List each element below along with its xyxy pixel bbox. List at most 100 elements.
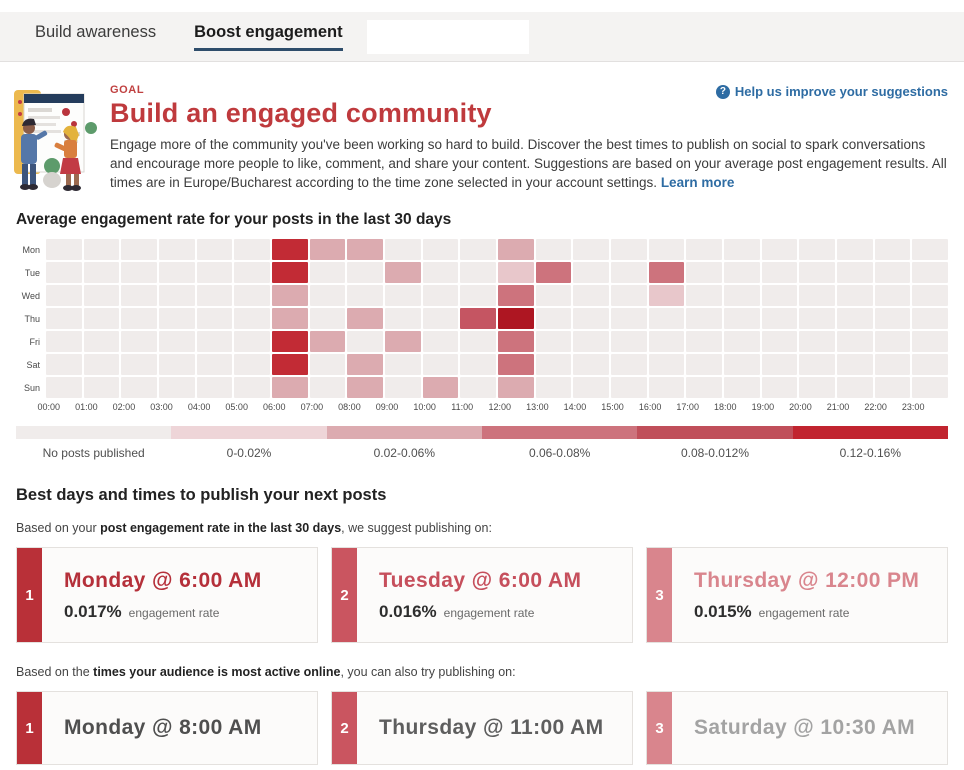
heatmap-cell-sun-23:00 <box>912 377 948 398</box>
heatmap-cell-sun-11:00 <box>460 377 496 398</box>
heatmap-cell-mon-07:00 <box>309 239 346 260</box>
heatmap-cell-sat-21:00 <box>837 354 873 375</box>
heatmap-cell-thu-14:00 <box>573 308 609 329</box>
legend-segment-2 <box>326 426 482 439</box>
heatmap-cell-thu-17:00 <box>686 308 722 329</box>
heatmap-cell-tue-18:00 <box>724 262 760 283</box>
heatmap-cell-sun-20:00 <box>799 377 835 398</box>
engagement-rate-label: engagement rate <box>128 605 220 620</box>
heatmap-hour-label-20:00: 20:00 <box>789 402 812 412</box>
audience-intro-suffix: , you can also try publishing on: <box>340 665 516 679</box>
heatmap-cell-thu-04:00 <box>196 308 233 329</box>
goal-description: Engage more of the community you've been… <box>110 135 948 192</box>
learn-more-link[interactable]: Learn more <box>660 175 735 191</box>
heatmap-cell-fri-01:00 <box>83 331 120 352</box>
tab-build-awareness[interactable]: Build awareness <box>35 22 157 41</box>
heatmap-hour-label-10:00: 10:00 <box>413 402 436 412</box>
heatmap-cell-fri-13:00 <box>535 331 572 352</box>
tab-boost-engagement[interactable]: Boost engagement <box>194 23 343 51</box>
engagement-rate-line: 0.017% engagement rate <box>64 602 295 622</box>
legend-label-4: 0.08-0.012% <box>680 446 749 460</box>
heatmap-day-label-wed: Wed <box>21 290 40 301</box>
suggestion-card-rank-2: 2 Tuesday @ 6:00 AM 0.016% engagement rate <box>331 547 633 643</box>
heatmap-cell-sat-18:00 <box>724 354 760 375</box>
audience-intro: Based on the times your audience is most… <box>16 665 948 679</box>
heatmap-hour-label-04:00: 04:00 <box>187 402 211 412</box>
heatmap-cell-tue-02:00 <box>121 262 157 283</box>
heatmap-cell-sun-03:00 <box>159 377 195 398</box>
heatmap-cell-thu-06:00 <box>272 308 308 329</box>
rank-badge: 2 <box>332 548 357 642</box>
heatmap-cell-fri-06:00 <box>272 331 308 352</box>
heatmap-cell-mon-05:00 <box>234 239 270 260</box>
engagement-rate-value: 0.015% <box>694 601 752 621</box>
heatmap-hour-label-06:00: 06:00 <box>263 402 286 412</box>
heatmap-cell-sat-04:00 <box>196 354 233 375</box>
heatmap-cell-sat-22:00 <box>874 354 911 375</box>
heatmap-cell-sun-04:00 <box>196 377 233 398</box>
heatmap-cell-mon-16:00 <box>648 239 685 260</box>
heatmap-cell-mon-10:00 <box>422 239 459 260</box>
heatmap-cell-sat-06:00 <box>272 354 308 375</box>
suggestion-card-body: Monday @ 6:00 AM 0.017% engagement rate <box>42 548 317 642</box>
heatmap-cell-sat-12:00 <box>498 354 534 375</box>
heatmap-hour-label-09:00: 09:00 <box>375 402 399 412</box>
heatmap-cell-sun-07:00 <box>309 377 346 398</box>
heatmap-cell-thu-21:00 <box>837 308 873 329</box>
heatmap-hour-label-13:00: 13:00 <box>526 402 549 412</box>
heatmap-cell-tue-00:00 <box>46 262 82 283</box>
heatmap-cell-wed-14:00 <box>573 285 609 306</box>
heatmap-hour-label-17:00: 17:00 <box>676 402 699 412</box>
heatmap-cell-wed-19:00 <box>761 285 798 306</box>
heatmap-cell-thu-09:00 <box>385 308 421 329</box>
heatmap-cell-sun-08:00 <box>347 377 383 398</box>
question-circle-icon: ? <box>715 84 730 99</box>
engagement-rate-label: engagement rate <box>443 605 535 620</box>
heatmap-cell-sat-10:00 <box>422 354 459 375</box>
suggestion-card-title: Monday @ 6:00 AM <box>64 568 262 592</box>
help-improve-label: Help us improve your suggestions <box>734 84 948 99</box>
heatmap-cell-fri-18:00 <box>724 331 760 352</box>
heatmap-cell-fri-22:00 <box>874 331 911 352</box>
heatmap-cell-sun-17:00 <box>686 377 722 398</box>
heatmap-cell-thu-22:00 <box>874 308 911 329</box>
heatmap-cell-mon-00:00 <box>46 239 82 260</box>
legend-label-0: No posts published <box>42 446 145 460</box>
heatmap-cell-mon-21:00 <box>837 239 873 260</box>
heatmap-cell-sat-01:00 <box>83 354 120 375</box>
heatmap-cell-tue-03:00 <box>159 262 195 283</box>
engagement-heatmap: Mon Tue Wed Thu Fri Sat Sun <box>0 239 964 398</box>
suggestion-card-body: Tuesday @ 6:00 AM 0.016% engagement rate <box>357 548 632 642</box>
engagement-rate-line: 0.016% engagement rate <box>379 602 610 622</box>
heatmap-cell-sun-01:00 <box>83 377 120 398</box>
suggestions-section: Best days and times to publish your next… <box>0 460 964 765</box>
heatmap-cell-tue-10:00 <box>422 262 459 283</box>
heatmap-cell-sun-10:00 <box>422 377 459 398</box>
heatmap-cell-fri-10:00 <box>422 331 459 352</box>
tab-blank-placeholder <box>366 19 529 54</box>
help-improve-link[interactable]: ? Help us improve your suggestions <box>715 84 948 99</box>
legend-segment-3 <box>481 426 638 439</box>
heatmap-cell-wed-22:00 <box>874 285 911 306</box>
heatmap-cell-fri-21:00 <box>837 331 873 352</box>
heatmap-cell-thu-16:00 <box>648 308 685 329</box>
rank-badge: 1 <box>17 548 42 642</box>
heatmap-cell-thu-11:00 <box>460 308 496 329</box>
heatmap-hour-label-23:00: 23:00 <box>901 402 925 412</box>
suggestion-card-title: Tuesday @ 6:00 AM <box>379 568 582 592</box>
rank-badge: 1 <box>17 692 42 764</box>
heatmap-cell-sun-22:00 <box>874 377 911 398</box>
heatmap-cell-fri-03:00 <box>159 331 195 352</box>
heatmap-cell-tue-19:00 <box>761 262 798 283</box>
legend-label-5: 0.12-0.16% <box>839 446 901 460</box>
legend-segment-1 <box>171 426 327 439</box>
heatmap-cell-wed-08:00 <box>347 285 383 306</box>
engagement-cards-row: 1 Monday @ 6:00 AM 0.017% engagement rate 2 T… <box>16 547 948 643</box>
heatmap-day-label-fri: Fri <box>29 336 41 347</box>
audience-cards-row: 1 Monday @ 8:00 AM 2 Thursday @ 11:00 AM 3 Sa… <box>16 691 948 765</box>
heatmap-cell-fri-20:00 <box>799 331 835 352</box>
suggestion-card-body: Saturday @ 10:30 AM <box>672 692 947 764</box>
heatmap-hour-label-05:00: 05:00 <box>225 402 248 412</box>
heatmap-cell-tue-21:00 <box>837 262 873 283</box>
heatmap-cell-mon-04:00 <box>196 239 233 260</box>
